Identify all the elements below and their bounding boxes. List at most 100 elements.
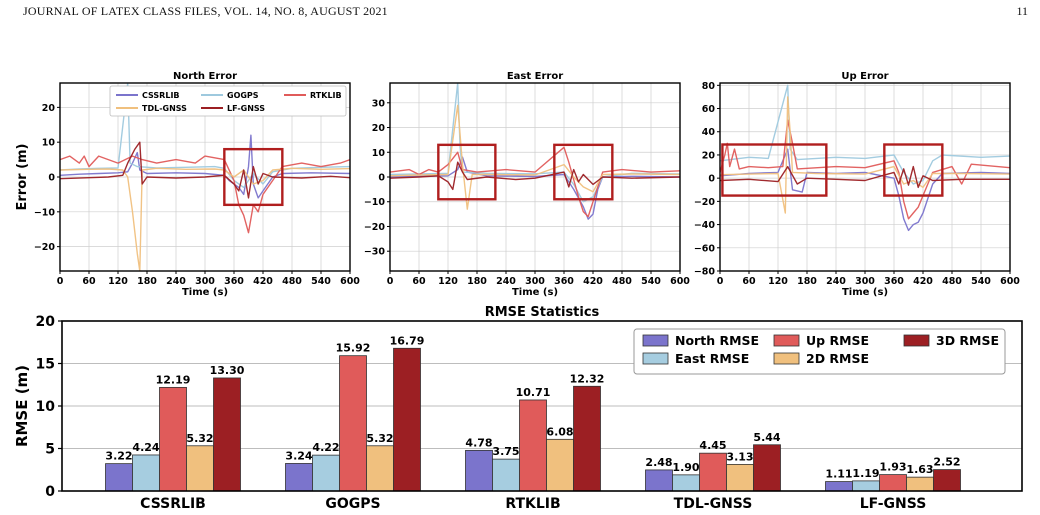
line-panel-east-error: 0 60 120 180 240 300 360 420 480 540 600 −30 −20 −10 0… — [364, 71, 690, 298]
y-tick-label: 20 — [42, 103, 56, 114]
data-label: 4.45 — [699, 439, 726, 452]
data-label: 1.11 — [825, 468, 852, 481]
bar-3d-rmse-cssrlib — [213, 377, 241, 492]
data-label: 2.48 — [645, 456, 672, 469]
bar-up-rmse-lf-gnss — [879, 474, 907, 492]
x-tick-label: 480 — [282, 276, 302, 287]
legend-label: GOGPS — [227, 91, 259, 100]
x-tick-label: 540 — [641, 276, 661, 287]
data-label: 12.19 — [156, 373, 191, 386]
legend-label: CSSRLIB — [142, 91, 180, 100]
series-group — [390, 83, 680, 220]
data-label: 16.79 — [390, 334, 425, 347]
bar-east-rmse-cssrlib — [132, 454, 160, 492]
legend-label: East RMSE — [675, 351, 749, 366]
y-tick-label: −80 — [694, 267, 716, 278]
bar-up-rmse-tdl-gnss — [699, 452, 727, 492]
x-tick-label: 180 — [137, 276, 157, 287]
bar-north-rmse-gogps — [285, 463, 313, 492]
y-tick-label: −10 — [364, 197, 386, 208]
bar-up-rmse-cssrlib — [159, 386, 187, 492]
series-line-lf-gnss — [390, 161, 680, 191]
bar-east-rmse-lf-gnss — [852, 480, 880, 492]
x-tick-label: 300 — [525, 276, 545, 287]
x-axis-label: Time (s) — [182, 287, 228, 298]
bar-3d-rmse-gogps — [393, 347, 421, 492]
legend-swatch — [903, 334, 930, 347]
panel-title: North Error — [173, 71, 237, 82]
panel-title: East Error — [507, 71, 563, 82]
x-axis-label: Time (s) — [512, 287, 558, 298]
series-line-lf-gnss — [720, 165, 1010, 189]
x-tick-label: 600 — [340, 276, 360, 287]
x-tick-label: 240 — [826, 276, 846, 287]
y-axis-label: Error (m) — [15, 144, 30, 211]
legend-box — [109, 85, 347, 117]
y-tick-label: 15 — [36, 357, 55, 373]
y-tick-label: −60 — [694, 243, 716, 254]
x-tick-label: 600 — [1000, 276, 1020, 287]
x-tick-label: GOGPS — [325, 496, 380, 512]
bar-3d-rmse-tdl-gnss — [753, 444, 781, 492]
data-label: 2.52 — [933, 456, 960, 469]
data-label: 3.75 — [492, 445, 519, 458]
y-tick-label: 10 — [42, 138, 56, 149]
bar-north-rmse-tdl-gnss — [645, 469, 673, 492]
data-label: 15.92 — [336, 342, 371, 355]
x-axis-label: Time (s) — [842, 287, 888, 298]
y-tick-label: 20 — [36, 314, 56, 330]
y-tick-label: −30 — [364, 247, 386, 258]
series-group — [720, 84, 1010, 232]
bar-east-rmse-gogps — [312, 454, 340, 492]
legend-swatch — [642, 352, 669, 365]
x-tick-label: TDL-GNSS — [674, 496, 753, 512]
y-tick-label: 10 — [372, 148, 386, 159]
line-panel-up-error: 0 60 120 180 240 300 360 420 480 540 600−80−60−40−… — [694, 71, 1020, 298]
data-label: 4.78 — [465, 436, 492, 449]
x-tick-label: 360 — [554, 276, 574, 287]
x-tick-label: 420 — [913, 276, 933, 287]
data-label: 12.32 — [570, 372, 605, 385]
y-tick-label: 0 — [48, 173, 55, 184]
panel-title: Up Error — [841, 71, 888, 82]
series-line-rtklib — [60, 155, 350, 234]
data-label: 5.44 — [753, 431, 780, 444]
x-tick-label: 420 — [253, 276, 273, 287]
bar-2d-rmse-gogps — [366, 445, 394, 492]
bar-3d-rmse-lf-gnss — [933, 469, 961, 492]
data-label: 1.19 — [852, 467, 879, 480]
highlight-box — [883, 143, 944, 197]
highlight-box — [223, 147, 284, 207]
chart-title: RMSE Statistics — [485, 305, 600, 320]
data-label: 5.32 — [366, 432, 393, 445]
y-tick-label: 10 — [36, 399, 56, 415]
x-tick-label: 120 — [768, 276, 788, 287]
x-tick-label: 60 — [82, 276, 96, 287]
x-tick-label: CSSRLIB — [140, 496, 206, 512]
x-tick-label: 60 — [742, 276, 756, 287]
bar-up-rmse-gogps — [339, 355, 367, 492]
y-tick-label: −20 — [34, 242, 56, 253]
x-tick-label: 420 — [583, 276, 603, 287]
y-tick-label: −10 — [34, 207, 56, 218]
x-tick-label: 120 — [438, 276, 458, 287]
x-tick-label: 60 — [412, 276, 426, 287]
series-line-tdl-gnss — [390, 104, 680, 210]
highlight-box — [437, 143, 497, 201]
series-group — [60, 83, 350, 271]
y-tick-label: 0 — [45, 484, 55, 500]
bar-north-rmse-cssrlib — [105, 463, 133, 492]
legend-label: RTKLIB — [310, 91, 342, 100]
x-tick-label: 480 — [942, 276, 962, 287]
x-tick-label: 0 — [387, 276, 394, 287]
y-tick-label: 5 — [45, 442, 55, 458]
data-label: 4.22 — [312, 441, 339, 454]
y-tick-label: 30 — [372, 98, 386, 109]
data-label: 1.93 — [879, 461, 906, 474]
x-tick-label: LF-GNSS — [860, 496, 927, 512]
data-label: 6.08 — [546, 425, 573, 438]
legend: CSSRLIB GOGPS RTKLIB TDL-GNSS LF-GNSS — [109, 85, 347, 117]
data-label: 3.13 — [726, 450, 753, 463]
page-header: JOURNAL OF LATEX CLASS FILES, VOL. 14, N… — [0, 0, 1040, 30]
